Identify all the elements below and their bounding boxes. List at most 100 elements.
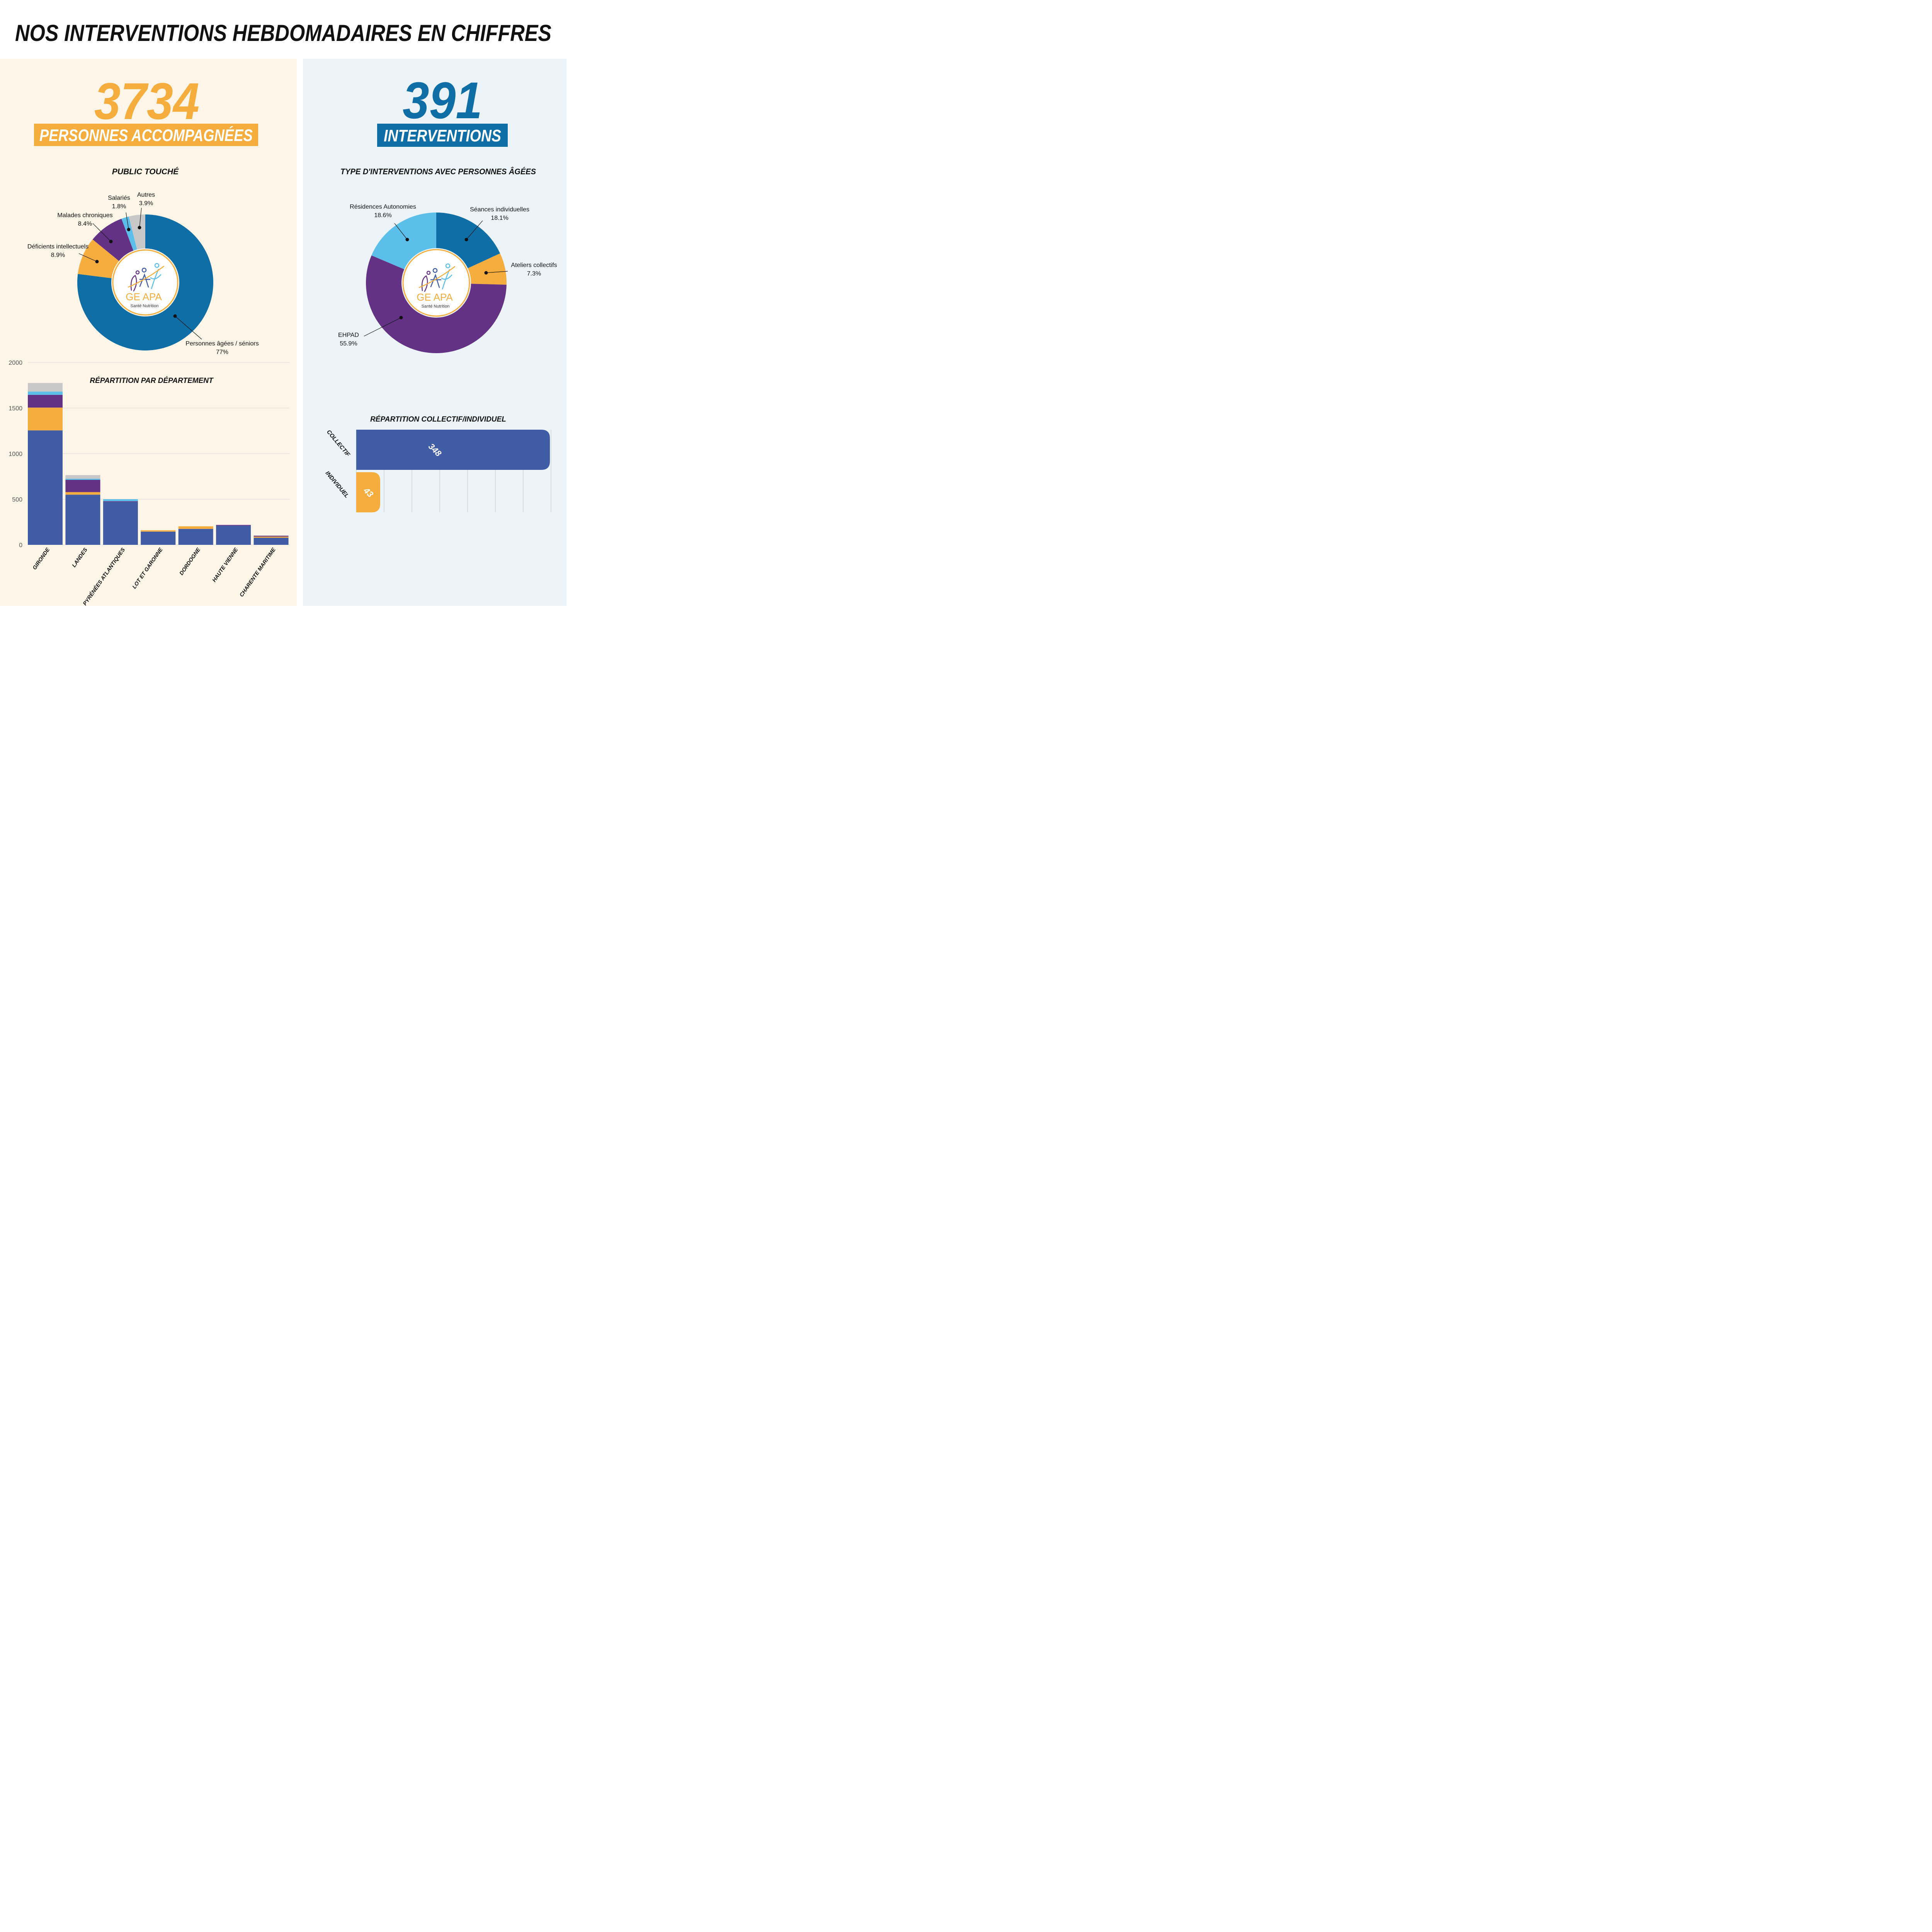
types-logo-figure-left xyxy=(421,275,428,292)
public-slice-autres xyxy=(129,214,145,250)
bar-haute-vienne-segment-0 xyxy=(216,526,251,545)
public-label-deficients-intellectuels: Déficients intellectuels xyxy=(27,243,88,250)
y-tick-1000: 1000 xyxy=(9,451,22,457)
public-slice-personnes-agees-seniors xyxy=(77,214,214,350)
public-logo-head-right xyxy=(154,263,160,268)
types-label-residences-autonomies: Résidences Autonomies xyxy=(350,204,416,210)
types-leader-ateliers-collectifs xyxy=(486,271,508,273)
bar-landes-segment-2 xyxy=(65,480,100,492)
public-marker-malades-chroniques xyxy=(109,240,113,243)
types-logo-head-right xyxy=(445,263,451,269)
y-tick-2000: 2000 xyxy=(9,360,22,366)
public-value-personnes-agees-seniors: 77% xyxy=(216,349,228,355)
public-logo-text: GE APA xyxy=(126,291,162,303)
types-marker-seances-individuelles xyxy=(464,238,468,242)
public-logo-figure-left xyxy=(130,275,137,292)
public-leader-deficients-intellectuels xyxy=(78,253,97,262)
types-logo-wordmark: GE APA xyxy=(417,291,453,303)
bar-dordogne-segment-0 xyxy=(178,529,213,545)
public-label-salaries: Salariés xyxy=(108,195,130,201)
interventions-pie-title: TYPE D'INTERVENTIONS AVEC PERSONNES ÂGÉE… xyxy=(340,167,536,176)
people-banner xyxy=(34,124,258,146)
bar-landes-segment-3 xyxy=(65,478,100,480)
types-label-ehpad: EHPAD xyxy=(338,332,359,338)
bar-landes-segment-4 xyxy=(65,475,100,479)
y-tick-500: 500 xyxy=(12,497,22,503)
bar-haute-vienne-segment-2 xyxy=(216,525,251,526)
types-logo-head-left xyxy=(426,270,431,275)
split-bar-title: RÉPARTITION COLLECTIF/INDIVIDUEL xyxy=(370,415,506,423)
y-tick-1500: 1500 xyxy=(9,405,22,412)
bar-charente-maritime-segment-0 xyxy=(253,537,289,545)
types-logo-ring xyxy=(402,249,470,317)
people-banner-label: PERSONNES ACCOMPAGNÉES xyxy=(39,126,253,145)
public-marker-salaries xyxy=(127,228,131,231)
bar-gironde-segment-0 xyxy=(28,430,63,545)
public-leader-personnes-agees-seniors xyxy=(175,316,202,340)
public-leader-salaries xyxy=(126,212,129,230)
public-logo-wordmark: GE APA xyxy=(126,291,162,303)
public-value-malades-chroniques: 8.4% xyxy=(78,221,92,227)
bar-gironde-segment-4 xyxy=(28,383,63,392)
types-marker-ehpad xyxy=(399,316,403,320)
bar-lot-et-garonne-segment-0 xyxy=(141,531,176,545)
bar-pyrenees-atlantiques-segment-0 xyxy=(103,502,138,545)
public-value-salaries: 1.8% xyxy=(112,203,126,210)
types-value-ateliers-collectifs: 7.3% xyxy=(527,270,541,277)
infographic: NOS INTERVENTIONS HEBDOMADAIRES EN CHIFF… xyxy=(0,0,566,606)
people-count: 3734 xyxy=(94,73,199,130)
bar-landes-segment-0 xyxy=(65,495,100,545)
types-marker-residences-autonomies xyxy=(405,238,409,242)
public-slice-malades-chroniques xyxy=(92,219,134,261)
public-marker-deficients-intellectuels xyxy=(95,260,99,264)
types-marker-ateliers-collectifs xyxy=(484,271,488,275)
bar-lot-et-garonne-segment-1 xyxy=(141,530,176,532)
bar-dordogne-segment-1 xyxy=(178,526,213,529)
public-logo-swoosh xyxy=(128,265,165,288)
public-slice-salaries xyxy=(121,216,137,251)
types-slice-ehpad xyxy=(366,255,507,354)
types-leader-residences-autonomies xyxy=(394,223,408,240)
bar-gironde-segment-3 xyxy=(28,391,63,395)
public-label-malades-chroniques: Malades chroniques xyxy=(57,212,112,219)
bar-charente-maritime-segment-1 xyxy=(253,536,289,538)
types-logo-swoosh xyxy=(418,266,456,288)
public-logo-head-left xyxy=(135,270,140,275)
types-slice-ateliers-collectifs xyxy=(468,253,507,285)
types-slice-seances-individuelles xyxy=(436,213,500,269)
public-leader-autres xyxy=(139,207,142,228)
interventions-count: 391 xyxy=(403,72,482,129)
types-value-seances-individuelles: 18.1% xyxy=(491,215,508,221)
interventions-banner-label: INTERVENTIONS xyxy=(384,126,501,145)
types-leader-ehpad xyxy=(364,317,401,337)
public-logo-ring xyxy=(112,249,179,316)
types-label-ateliers-collectifs: Ateliers collectifs xyxy=(511,262,557,269)
bar-gironde-segment-1 xyxy=(28,407,63,430)
public-logo-figures-icon xyxy=(128,263,165,292)
types-logo-tagline: Santé Nutrition xyxy=(422,304,450,309)
hbar-collectif xyxy=(356,430,550,470)
public-pie-title: PUBLIC TOUCHÉ xyxy=(112,167,179,176)
types-logo-figures-icon xyxy=(418,263,456,292)
interventions-banner xyxy=(377,124,508,147)
y-tick-0: 0 xyxy=(19,542,22,549)
public-marker-autres xyxy=(138,226,141,230)
types-logo-text: GE APA xyxy=(417,291,453,303)
public-value-deficients-intellectuels: 8.9% xyxy=(51,252,65,259)
public-logo-head-mid xyxy=(141,267,147,273)
bar-pyrenees-atlantiques-segment-3 xyxy=(103,499,138,502)
public-label-autres: Autres xyxy=(137,192,155,198)
public-value-autres: 3.9% xyxy=(139,200,153,207)
public-logo-tagline: Santé Nutrition xyxy=(131,304,159,308)
types-logo-head-mid xyxy=(432,268,438,273)
header-background xyxy=(0,0,566,59)
public-label-personnes-agees-seniors: Personnes âgées / séniors xyxy=(185,340,259,347)
public-leader-malades-chroniques xyxy=(92,223,111,242)
public-slice-deficients-intellectuels xyxy=(78,239,119,278)
types-label-seances-individuelles: Séances individuelles xyxy=(470,206,529,213)
hbar-individuel xyxy=(356,472,380,512)
bar-pyrenees-atlantiques-segment-2 xyxy=(103,501,138,502)
types-slice-residences-autonomies xyxy=(371,213,436,269)
